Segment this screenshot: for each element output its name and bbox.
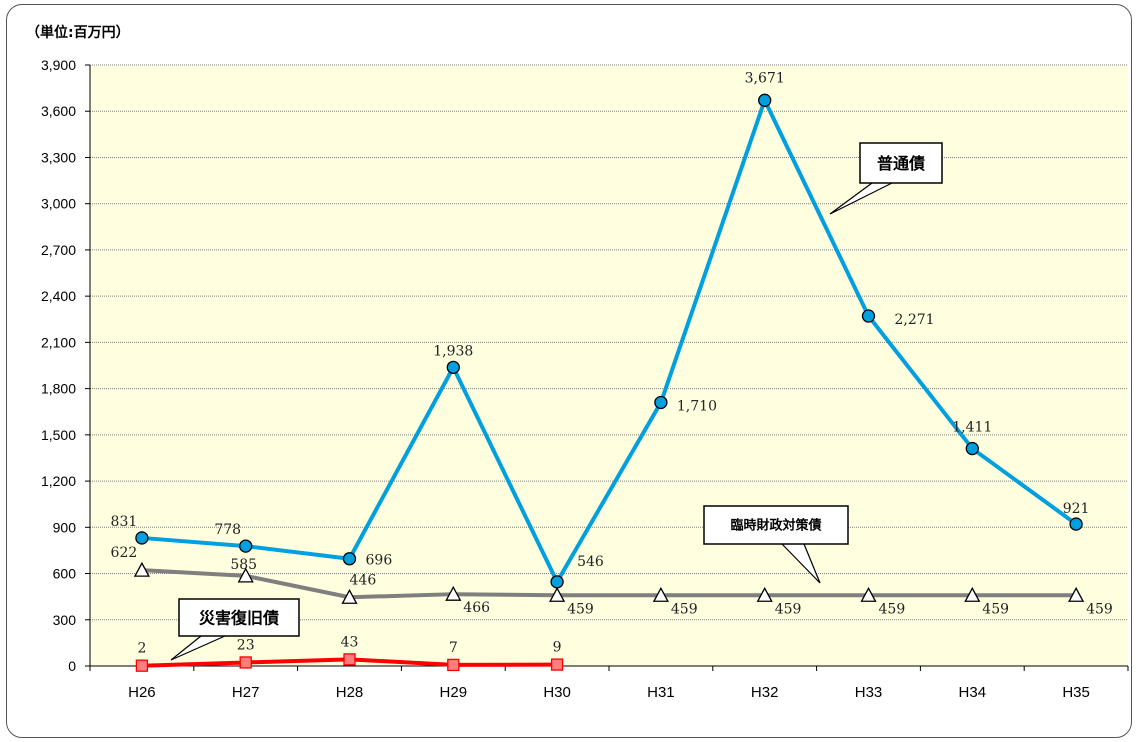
y-tick-label: 3,600: [41, 103, 76, 119]
data-point: [446, 360, 460, 374]
y-tick-label: 3,000: [41, 196, 76, 212]
series-callout-label: 臨時財政対策債: [730, 518, 821, 534]
series-callout-label: 普通債: [877, 154, 925, 173]
data-point: [652, 586, 669, 602]
x-tick-label: H34: [959, 684, 987, 701]
data-point: [549, 586, 566, 602]
data-point: [135, 531, 149, 545]
data-label: 9: [553, 640, 562, 656]
x-tick-label: H27: [232, 684, 260, 701]
data-label: 2: [137, 641, 146, 657]
callout-pointer: [781, 543, 821, 584]
data-label: 3,671: [745, 70, 785, 86]
series-line-0: [141, 98, 1078, 584]
data-point: [1069, 517, 1083, 531]
y-tick-label: 3,300: [41, 149, 76, 165]
data-label: 1,411: [952, 420, 992, 436]
data-label: 459: [879, 601, 906, 617]
x-tick-label: H29: [440, 684, 468, 701]
callout-pointer: [829, 182, 893, 215]
callout-box: [859, 142, 943, 184]
y-tick-label: 1,800: [41, 381, 76, 397]
data-label: 2,271: [895, 312, 935, 328]
data-label: 696: [366, 553, 393, 569]
data-label: 459: [567, 601, 594, 617]
y-tick-label: 0: [68, 658, 76, 674]
series-line-1: [141, 568, 1077, 600]
callout-pointer: [170, 635, 226, 661]
data-point: [447, 658, 460, 672]
y-tick-label: 2,400: [41, 288, 76, 304]
data-label: 585: [230, 557, 257, 573]
data-point: [239, 656, 252, 669]
callout-box: [178, 598, 300, 637]
x-tick-label: H35: [1062, 684, 1090, 701]
data-point: [756, 586, 773, 602]
data-label: 546: [577, 554, 604, 570]
data-point: [135, 659, 149, 672]
data-point: [860, 586, 877, 602]
data-label: 459: [1086, 601, 1113, 617]
data-point: [343, 653, 356, 666]
series-callout-label: 災害復旧債: [199, 608, 279, 627]
data-point: [964, 586, 981, 602]
y-tick-label: 600: [53, 566, 77, 582]
data-label: 778: [214, 522, 241, 538]
data-point: [342, 552, 357, 566]
data-label: 466: [463, 600, 490, 616]
data-point: [341, 588, 358, 604]
data-point: [550, 658, 564, 671]
data-label: 459: [982, 601, 1009, 617]
data-label: 921: [1063, 501, 1090, 517]
data-point: [1068, 586, 1085, 602]
data-label: 1,938: [433, 343, 473, 359]
data-label: 446: [350, 572, 377, 588]
data-point: [965, 441, 979, 456]
data-label: 622: [111, 545, 138, 561]
unit-label: （単位:百万円）: [26, 25, 130, 41]
y-tick-label: 2,100: [41, 334, 76, 350]
data-label: 23: [237, 637, 255, 653]
data-point: [654, 395, 668, 410]
data-point: [445, 585, 462, 601]
data-label: 43: [341, 634, 359, 650]
x-tick-label: H31: [647, 684, 675, 701]
y-tick-label: 3,900: [41, 57, 76, 73]
y-tick-label: 300: [53, 612, 77, 628]
data-point: [861, 309, 876, 323]
data-label: 1,710: [677, 398, 717, 414]
y-tick-label: 1,500: [41, 427, 76, 443]
data-point: [237, 567, 254, 583]
data-point: [133, 561, 150, 577]
x-tick-label: H30: [543, 684, 571, 701]
x-tick-label: H32: [751, 684, 779, 701]
data-label: 831: [111, 514, 138, 530]
x-tick-label: H26: [128, 684, 156, 701]
callout-box: [703, 505, 849, 545]
plot-area: [90, 65, 1128, 666]
data-label: 7: [449, 640, 458, 656]
data-point: [758, 93, 772, 107]
y-tick-label: 900: [53, 519, 77, 535]
x-tick-label: H28: [336, 684, 364, 701]
data-point: [550, 575, 564, 589]
y-tick-label: 1,200: [41, 473, 76, 489]
y-tick-label: 2,700: [41, 242, 76, 258]
data-label: 459: [775, 601, 802, 617]
x-tick-label: H33: [855, 684, 883, 701]
data-point: [239, 539, 253, 553]
data-label: 459: [671, 601, 698, 617]
